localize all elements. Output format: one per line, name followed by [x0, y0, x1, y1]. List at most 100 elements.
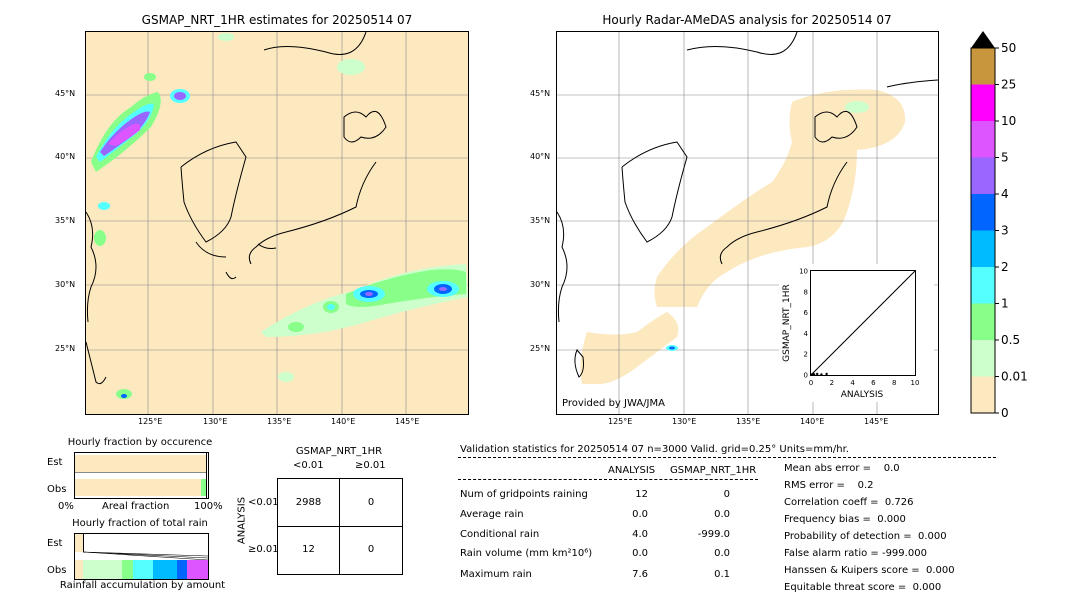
- right-map-coastlines: [556, 31, 939, 378]
- scatter-diagonal: [810, 270, 916, 376]
- occurrence-title: Hourly fraction by occurence: [67, 437, 213, 448]
- scatter-inset-bg: [779, 264, 934, 402]
- left-lat-30: 30°N: [55, 280, 76, 289]
- colorbar-segment: [971, 48, 995, 85]
- scatter-xlabel: ANALYSIS: [840, 390, 884, 400]
- scatter-xtick-label: 6: [871, 379, 876, 387]
- score-freq-bias: Frequency bias = 0.000: [784, 514, 906, 525]
- map-credit: Provided by JWA/JMA: [562, 398, 665, 409]
- contingency-col1: <0.01: [293, 460, 324, 471]
- total-rain-obs-seg3: [122, 560, 133, 579]
- colorbar-segment: [971, 157, 995, 194]
- total-rain-xlabel: Rainfall accumulation by amount: [59, 580, 226, 591]
- colorbar-label: 10: [1001, 114, 1016, 128]
- right-lat-25: 25°N: [530, 344, 551, 353]
- validation-row-a: 4.0: [632, 529, 648, 540]
- colorbar-label: 4: [1001, 187, 1009, 201]
- scatter-points: [810, 372, 828, 376]
- scatter-point: [820, 373, 823, 376]
- left-lat-35: 35°N: [55, 216, 76, 225]
- validation-row-a: 0.0: [632, 548, 648, 559]
- occurrence-end-line: [206, 453, 207, 498]
- scatter-ytick-label: 4: [804, 330, 809, 338]
- validation-row-label: Num of gridpoints raining: [460, 489, 588, 500]
- scatter-point: [811, 372, 815, 376]
- colorbar-label: 1: [1001, 297, 1009, 311]
- left-map-rain-south: [116, 264, 468, 399]
- colorbar-segment: [971, 267, 995, 304]
- score-pod: Probability of detection = 0.000: [784, 531, 947, 542]
- right-map-coverage: [580, 89, 906, 384]
- right-map-rain-1: [845, 101, 869, 113]
- validation-row-label: Average rain: [460, 509, 524, 520]
- scatter-ytick-label: 6: [804, 309, 809, 317]
- left-map: [85, 31, 469, 415]
- scatter-ytick-label: 0: [804, 372, 808, 380]
- right-lon-140: 140°E: [800, 417, 825, 426]
- colorbar-label: 25: [1001, 78, 1016, 92]
- validation-header: Validation statistics for 20250514 07 n=…: [460, 444, 849, 455]
- colorbar-segment: [971, 340, 995, 377]
- colorbar-segment: [971, 230, 995, 267]
- left-map-grid: [86, 32, 468, 414]
- validation-row-g: 0: [723, 489, 730, 500]
- occurrence-x1: 100%: [194, 501, 223, 512]
- colorbar-segment: [971, 121, 995, 158]
- scatter-xtick-label: 8: [892, 379, 896, 387]
- scatter-xtick-label: 0: [809, 379, 813, 387]
- right-lat-35: 35°N: [530, 216, 551, 225]
- right-lon-145: 145°E: [864, 417, 889, 426]
- contingency-grid: 2988 0 12 0: [277, 478, 403, 575]
- scatter-ytick-label: 10: [799, 268, 808, 276]
- occurrence-xlabel: Areal fraction: [102, 501, 170, 512]
- scatter-yticks: 0 2 4 6 8 10: [799, 268, 808, 380]
- total-rain-frame: [74, 533, 209, 580]
- score-rms: RMS error = 0.2: [784, 480, 874, 491]
- occurrence-obs-label: Obs: [47, 484, 67, 495]
- right-map: 0 2 4 6 8 10 0 2 4 6 8 10 ANALYSIS GSMAP_NRT_1HR P…: [556, 31, 939, 415]
- score-mae: Mean abs error = 0.0: [784, 463, 900, 474]
- total-rain-est-label: Est: [47, 538, 63, 549]
- scatter-point: [816, 372, 819, 376]
- right-lon-125: 125°E: [608, 417, 633, 426]
- left-map-rain-north: [91, 33, 365, 246]
- left-lat-40: 40°N: [55, 152, 76, 161]
- scatter-xtick-label: 2: [830, 379, 834, 387]
- score-corr: Correlation coeff = 0.726: [784, 497, 914, 508]
- contingency-row-title: ANALYSIS: [236, 496, 248, 545]
- scatter-ylabel: GSMAP_NRT_1HR: [782, 284, 792, 362]
- left-lon-140: 140°E: [331, 417, 356, 426]
- colorbar-segment: [971, 376, 995, 413]
- total-rain-title: Hourly fraction of total rain: [72, 518, 208, 529]
- left-lon-125: 125°E: [138, 417, 163, 426]
- colorbar: 50 25 10 5 4 3 2 1 0.5 0.01 0: [970, 31, 1028, 420]
- contingency-row2: ≥0.01: [248, 544, 279, 555]
- colorbar-segments: [971, 48, 995, 413]
- scatter-ytick-label: 2: [804, 351, 808, 359]
- right-lon-130: 130°E: [672, 417, 697, 426]
- contingency-col2: ≥0.01: [355, 460, 386, 471]
- total-rain-obs-label: Obs: [47, 565, 67, 576]
- validation-col-analysis: ANALYSIS: [608, 465, 656, 476]
- total-rain-obs-seg2: [83, 560, 122, 579]
- total-rain-fan: [82, 551, 208, 561]
- contingency-cell-21: 12: [302, 544, 315, 555]
- occurrence-obs-rain-bar: [201, 479, 206, 496]
- occurrence-x0: 0%: [58, 501, 74, 512]
- scatter-point: [825, 372, 828, 376]
- total-rain-obs-seg4: [133, 560, 153, 579]
- contingency-hline: [278, 526, 402, 527]
- contingency-row1: <0.01: [248, 497, 279, 508]
- contingency-cell-22: 0: [367, 544, 375, 555]
- validation-row-a: 12: [635, 489, 648, 500]
- colorbar-labels: 50 25 10 5 4 3 2 1 0.5 0.01 0: [995, 41, 1028, 420]
- score-ets: Equitable threat score = 0.000: [784, 582, 942, 593]
- right-map-rain-3: [669, 346, 675, 350]
- colorbar-label: 0: [1001, 406, 1009, 420]
- occurrence-est-bar: [75, 455, 206, 473]
- left-lon-135: 135°E: [267, 417, 292, 426]
- colorbar-segment: [971, 303, 995, 340]
- total-rain-obs-seg7: [187, 560, 208, 579]
- validation-row-a: 7.6: [632, 569, 648, 580]
- left-map-canvas: [85, 31, 468, 414]
